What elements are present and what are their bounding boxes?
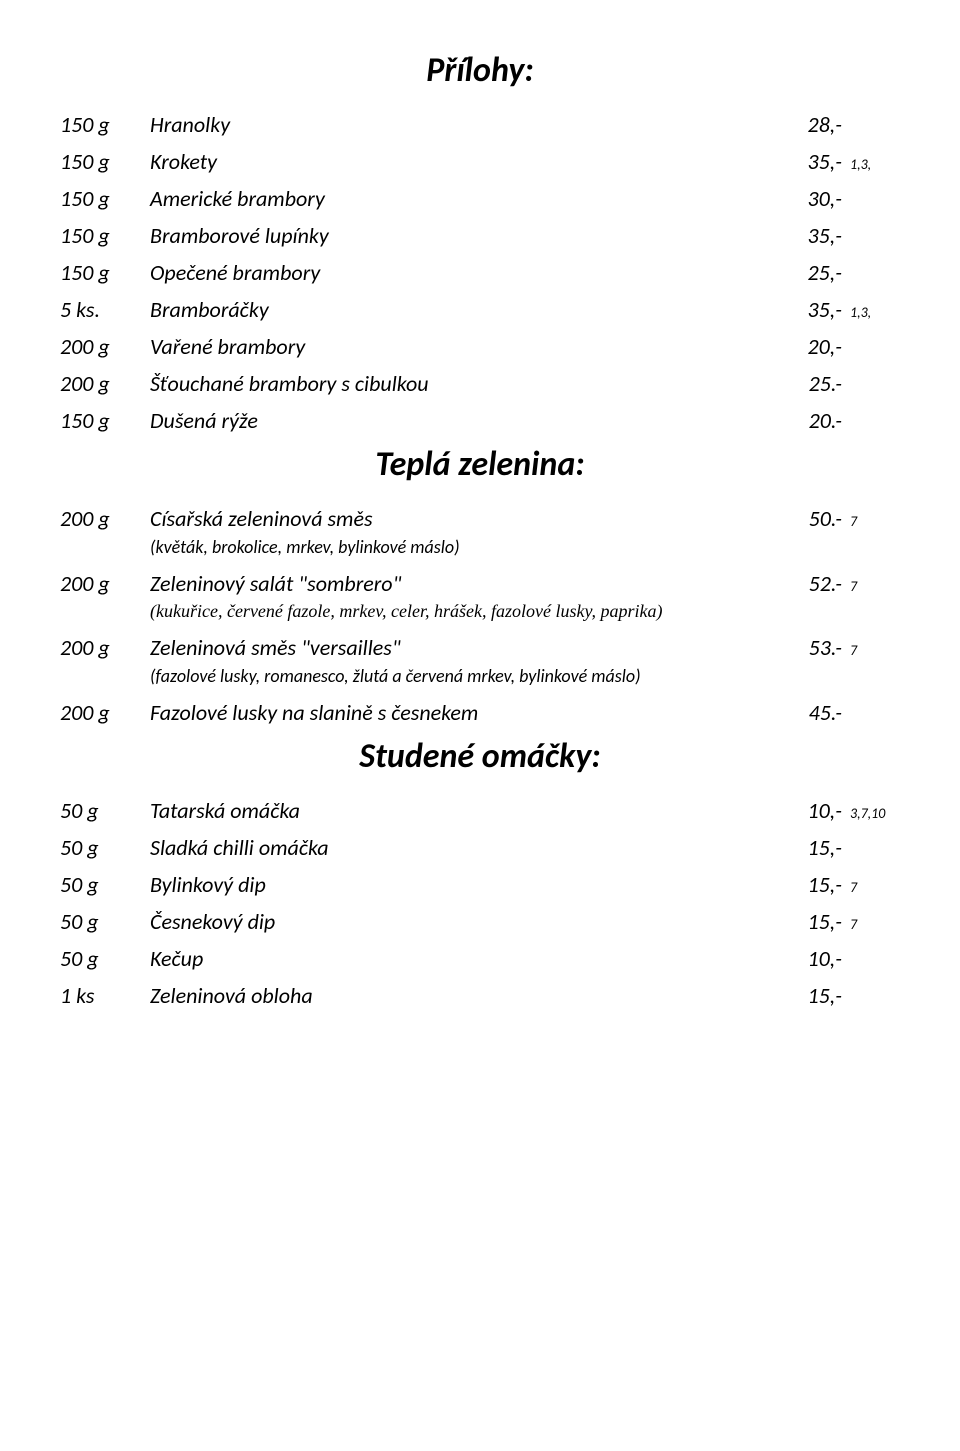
item-name: Šťouchané brambory s cibulkou [150, 370, 760, 397]
item-name: Krokety [150, 148, 760, 175]
item-qty: 150 g [60, 185, 150, 212]
section-title: Studené omáčky: [60, 736, 900, 777]
item-name: Zeleninový salát "sombrero" [150, 570, 760, 597]
item-description: (kukuřice, červené fazole, mrkev, celer,… [150, 601, 900, 622]
item-price: 53.- [760, 634, 850, 661]
item-qty: 50 g [60, 871, 150, 898]
item-name: Opečené brambory [150, 259, 760, 286]
item-allergen: 1,3, [850, 156, 900, 173]
item-allergen: 3,7,10 [850, 805, 900, 822]
item-price: 10,- [760, 945, 850, 972]
menu-subrow: (fazolové lusky, romanesco, žlutá a červ… [60, 665, 900, 687]
item-name: Hranolky [150, 111, 760, 138]
item-qty: 200 g [60, 634, 150, 661]
menu-row: 150 gAmerické brambory30,- [60, 185, 900, 212]
item-allergen: 7 [850, 642, 900, 659]
item-price: 35,- [760, 148, 850, 175]
item-price: 28,- [760, 111, 850, 138]
item-qty: 150 g [60, 111, 150, 138]
item-price: 25,- [760, 259, 850, 286]
item-qty: 5 ks. [60, 296, 150, 323]
item-name: Zeleninová směs "versailles" [150, 634, 760, 661]
item-allergen: 1,3, [850, 304, 900, 321]
item-name: Tatarská omáčka [150, 797, 760, 824]
item-qty: 200 g [60, 370, 150, 397]
item-allergen: 7 [850, 879, 900, 896]
item-name: Bramboráčky [150, 296, 760, 323]
item-qty: 150 g [60, 407, 150, 434]
item-qty: 50 g [60, 908, 150, 935]
section-title: Teplá zelenina: [60, 444, 900, 485]
item-price: 52.- [760, 570, 850, 597]
menu-row: 150 gBramborové lupínky35,- [60, 222, 900, 249]
item-name: Kečup [150, 945, 760, 972]
item-name: Česnekový dip [150, 908, 760, 935]
menu-row: 1 ksZeleninová obloha15,- [60, 982, 900, 1009]
item-qty: 150 g [60, 222, 150, 249]
item-name: Císařská zeleninová směs [150, 505, 760, 532]
item-allergen: 7 [850, 916, 900, 933]
item-name: Vařené brambory [150, 333, 760, 360]
menu-row: 50 gBylinkový dip15,-7 [60, 871, 900, 898]
menu-row: 5 ks.Bramboráčky35,-1,3, [60, 296, 900, 323]
menu-row: 200 gFazolové lusky na slanině s česneke… [60, 699, 900, 726]
menu-document: Přílohy:150 gHranolky28,-150 gKrokety35,… [60, 50, 900, 1009]
menu-row: 50 gSladká chilli omáčka15,- [60, 834, 900, 861]
item-description: (fazolové lusky, romanesco, žlutá a červ… [150, 665, 900, 687]
item-price: 35,- [760, 296, 850, 323]
menu-row: 150 gOpečené brambory25,- [60, 259, 900, 286]
menu-row: 200 gŠťouchané brambory s cibulkou25.- [60, 370, 900, 397]
item-description: (květák, brokolice, mrkev, bylinkové más… [150, 536, 900, 558]
item-qty: 200 g [60, 570, 150, 597]
item-price: 10,- [760, 797, 850, 824]
item-qty: 200 g [60, 505, 150, 532]
menu-row: 50 gKečup10,- [60, 945, 900, 972]
item-price: 35,- [760, 222, 850, 249]
menu-row: 50 gTatarská omáčka10,-3,7,10 [60, 797, 900, 824]
menu-subrow: (kukuřice, červené fazole, mrkev, celer,… [60, 601, 900, 622]
menu-row: 150 gHranolky28,- [60, 111, 900, 138]
item-price: 15,- [760, 908, 850, 935]
item-qty: 150 g [60, 259, 150, 286]
menu-row: 200 gCísařská zeleninová směs50.-7 [60, 505, 900, 532]
item-qty: 150 g [60, 148, 150, 175]
item-name: Sladká chilli omáčka [150, 834, 760, 861]
item-qty: 50 g [60, 834, 150, 861]
item-price: 15,- [760, 982, 850, 1009]
item-price: 25.- [760, 370, 850, 397]
section-title: Přílohy: [60, 50, 900, 91]
item-price: 15,- [760, 871, 850, 898]
item-qty: 200 g [60, 333, 150, 360]
item-qty: 50 g [60, 797, 150, 824]
item-price: 45.- [760, 699, 850, 726]
menu-row: 200 gZeleninový salát "sombrero"52.-7 [60, 570, 900, 597]
item-price: 50.- [760, 505, 850, 532]
menu-row: 200 gZeleninová směs "versailles"53.-7 [60, 634, 900, 661]
item-qty: 200 g [60, 699, 150, 726]
item-qty: 50 g [60, 945, 150, 972]
item-qty: 1 ks [60, 982, 150, 1009]
item-name: Fazolové lusky na slanině s česnekem [150, 699, 760, 726]
item-name: Bramborové lupínky [150, 222, 760, 249]
menu-row: 200 gVařené brambory20,- [60, 333, 900, 360]
item-name: Dušená rýže [150, 407, 760, 434]
menu-subrow: (květák, brokolice, mrkev, bylinkové más… [60, 536, 900, 558]
menu-row: 50 gČesnekový dip15,-7 [60, 908, 900, 935]
item-price: 30,- [760, 185, 850, 212]
item-name: Americké brambory [150, 185, 760, 212]
menu-row: 150 gKrokety35,-1,3, [60, 148, 900, 175]
menu-row: 150 gDušená rýže20.- [60, 407, 900, 434]
item-allergen: 7 [850, 513, 900, 530]
item-price: 20.- [760, 407, 850, 434]
item-name: Zeleninová obloha [150, 982, 760, 1009]
item-allergen: 7 [850, 578, 900, 595]
item-price: 15,- [760, 834, 850, 861]
item-name: Bylinkový dip [150, 871, 760, 898]
item-price: 20,- [760, 333, 850, 360]
